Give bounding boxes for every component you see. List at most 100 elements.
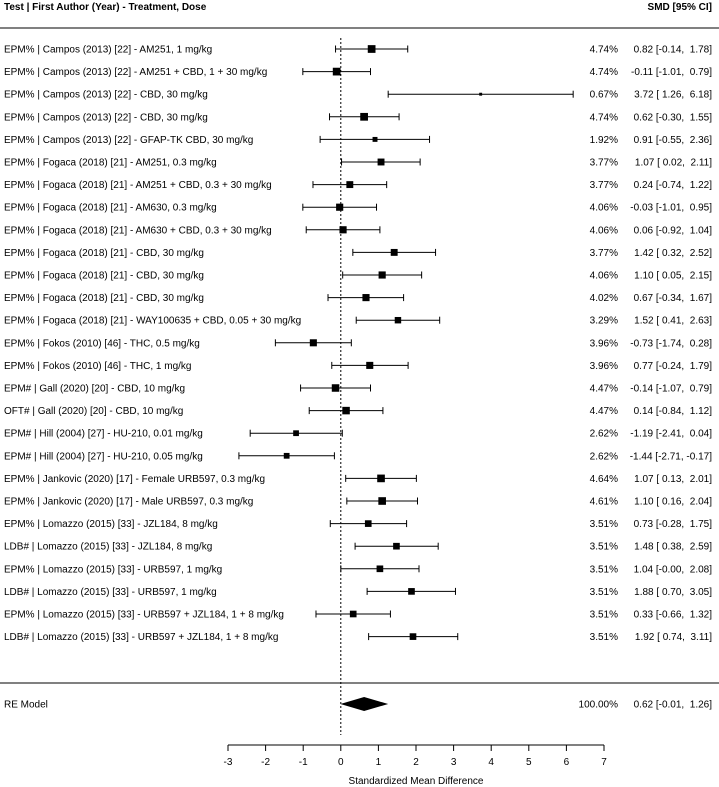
study-row: EPM% | Fogaca (2018) [21] - CBD, 30 mg/k… <box>4 271 712 282</box>
study-row: EPM% | Campos (2013) [22] - CBD, 30 mg/k… <box>4 112 712 123</box>
study-label: EPM# | Hill (2004) [27] - HU-210, 0.05 m… <box>4 451 203 462</box>
effect-marker <box>309 339 317 347</box>
study-smd-ci: -0.73 [-1.74, 0.28] <box>630 338 712 349</box>
study-row: EPM% | Lomazzo (2015) [33] - JZL184, 8 m… <box>4 519 712 530</box>
study-row: EPM% | Fokos (2010) [46] - THC, 0.5 mg/k… <box>4 338 712 349</box>
study-label: EPM% | Fokos (2010) [46] - THC, 1 mg/kg <box>4 361 191 372</box>
x-tick-label: -1 <box>299 757 308 768</box>
study-weight: 4.61% <box>590 497 618 508</box>
study-smd-ci: 1.07 [ 0.13, 2.01] <box>634 474 712 485</box>
study-label: EPM% | Lomazzo (2015) [33] - URB597, 1 m… <box>4 564 222 575</box>
effect-marker <box>377 474 385 483</box>
x-tick-label: 5 <box>526 757 532 768</box>
study-smd-ci: 3.72 [ 1.26, 6.18] <box>634 90 712 101</box>
study-weight: 3.77% <box>590 180 618 191</box>
summary-weight: 100.00% <box>579 700 619 711</box>
study-smd-ci: 0.24 [-0.74, 1.22] <box>634 180 713 191</box>
effect-marker <box>390 248 398 256</box>
study-row: EPM% | Lomazzo (2015) [33] - URB597 + JZ… <box>4 610 712 621</box>
effect-marker <box>339 226 347 234</box>
study-smd-ci: 0.82 [-0.14, 1.78] <box>634 45 713 56</box>
study-smd-ci: -1.19 [-2.41, 0.04] <box>630 429 712 440</box>
x-tick-label: 4 <box>488 757 494 768</box>
x-axis-label: Standardized Mean Difference <box>349 776 484 787</box>
study-weight: 3.96% <box>590 338 618 349</box>
x-tick-label: 1 <box>376 757 382 768</box>
study-row: EPM% | Fogaca (2018) [21] - AM251 + CBD,… <box>4 180 712 191</box>
study-smd-ci: -0.14 [-1.07, 0.79] <box>630 384 712 395</box>
effect-marker <box>362 294 370 302</box>
study-row: LDB# | Lomazzo (2015) [33] - JZL184, 8 m… <box>4 542 712 553</box>
study-row: EPM% | Campos (2013) [22] - AM251, 1 mg/… <box>4 45 712 56</box>
effect-marker <box>293 430 299 437</box>
study-smd-ci: 0.77 [-0.24, 1.79] <box>634 361 713 372</box>
study-label: EPM% | Campos (2013) [22] - AM251, 1 mg/… <box>4 45 212 56</box>
study-row: EPM% | Fogaca (2018) [21] - CBD, 30 mg/k… <box>4 248 712 259</box>
study-smd-ci: 1.88 [ 0.70, 3.05] <box>634 587 712 598</box>
study-label: EPM% | Fogaca (2018) [21] - AM630, 0.3 m… <box>4 203 217 214</box>
study-row: EPM# | Hill (2004) [27] - HU-210, 0.01 m… <box>4 429 712 440</box>
study-label: EPM% | Campos (2013) [22] - GFAP-TK CBD,… <box>4 135 253 146</box>
study-weight: 4.06% <box>590 271 618 282</box>
study-label: EPM% | Campos (2013) [22] - AM251 + CBD,… <box>4 67 267 78</box>
study-weight: 3.96% <box>590 361 618 372</box>
study-weight: 4.47% <box>590 384 618 395</box>
study-weight: 4.74% <box>590 67 618 78</box>
study-weight: 3.51% <box>590 587 618 598</box>
study-weight: 3.51% <box>590 564 618 575</box>
study-weight: 4.74% <box>590 112 618 123</box>
effect-marker <box>336 203 344 211</box>
effect-marker <box>393 542 400 550</box>
study-row: EPM% | Fogaca (2018) [21] - AM630 + CBD,… <box>4 225 712 236</box>
x-tick-label: -2 <box>261 757 270 768</box>
effect-marker <box>409 633 417 640</box>
study-row: OFT# | Gall (2020) [20] - CBD, 10 mg/kg 4… <box>4 406 712 417</box>
study-smd-ci: 1.48 [ 0.38, 2.59] <box>634 542 712 553</box>
study-smd-ci: 1.07 [ 0.02, 2.11] <box>635 158 712 169</box>
effect-marker <box>366 361 374 369</box>
effect-marker <box>332 67 341 76</box>
study-weight: 2.62% <box>590 429 618 440</box>
effect-marker <box>364 520 372 527</box>
effect-marker <box>378 497 386 505</box>
study-label: EPM% | Campos (2013) [22] - CBD, 30 mg/k… <box>4 112 208 123</box>
effect-marker <box>377 158 385 166</box>
study-smd-ci: 1.92 [ 0.74, 3.11] <box>635 632 712 643</box>
header-study-column: Test | First Author (Year) - Treatment, … <box>4 2 207 13</box>
study-smd-ci: -0.03 [-1.01, 0.95] <box>630 203 712 214</box>
study-label: OFT# | Gall (2020) [20] - CBD, 10 mg/kg <box>4 406 183 417</box>
effect-marker <box>283 452 290 459</box>
study-row: EPM# | Gall (2020) [20] - CBD, 10 mg/kg 4… <box>4 384 712 395</box>
study-row: EPM% | Campos (2013) [22] - AM251 + CBD,… <box>4 67 712 78</box>
effect-marker <box>376 565 384 573</box>
study-row: EPM% | Lomazzo (2015) [33] - URB597, 1 m… <box>4 564 712 575</box>
study-row: LDB# | Lomazzo (2015) [33] - URB597, 1 m… <box>4 587 712 598</box>
study-weight: 3.51% <box>590 519 618 530</box>
study-label: LDB# | Lomazzo (2015) [33] - URB597, 1 m… <box>4 587 217 598</box>
study-smd-ci: 0.73 [-0.28, 1.75] <box>634 519 713 530</box>
study-weight: 4.06% <box>590 203 618 214</box>
study-weight: 4.06% <box>590 225 618 236</box>
summary-smd-ci: 0.62 [-0.01, 1.26] <box>634 700 713 711</box>
study-smd-ci: -1.44 [-2.71, -0.17] <box>630 451 712 462</box>
effect-marker <box>408 588 415 595</box>
study-smd-ci: 0.14 [-0.84, 1.12] <box>634 406 713 417</box>
effect-marker <box>346 181 354 189</box>
study-weight: 3.29% <box>590 316 618 327</box>
summary-label: RE Model <box>4 700 48 711</box>
study-row: EPM% | Fokos (2010) [46] - THC, 1 mg/kg 3… <box>4 361 712 372</box>
x-axis: -3 -2 -1 0 1 2 3 4 5 6 7 <box>224 744 607 768</box>
study-label: EPM% | Lomazzo (2015) [33] - JZL184, 8 m… <box>4 519 218 530</box>
effect-marker <box>372 136 378 142</box>
study-smd-ci: 0.06 [-0.92, 1.04] <box>634 225 713 236</box>
study-label: EPM% | Fogaca (2018) [21] - AM251, 0.3 m… <box>4 158 217 169</box>
study-weight: 4.02% <box>590 293 618 304</box>
effect-marker <box>367 45 376 53</box>
study-weight: 3.51% <box>590 632 618 643</box>
study-label: EPM# | Gall (2020) [20] - CBD, 10 mg/kg <box>4 384 185 395</box>
study-smd-ci: 1.10 [ 0.16, 2.04] <box>634 497 712 508</box>
study-row: LDB# | Lomazzo (2015) [33] - URB597 + JZ… <box>4 632 712 643</box>
study-label: EPM% | Fogaca (2018) [21] - AM251 + CBD,… <box>4 180 272 191</box>
summary-row: RE Model 100.00% 0.62 [-0.01, 1.26] <box>4 697 712 711</box>
study-weight: 3.51% <box>590 542 618 553</box>
